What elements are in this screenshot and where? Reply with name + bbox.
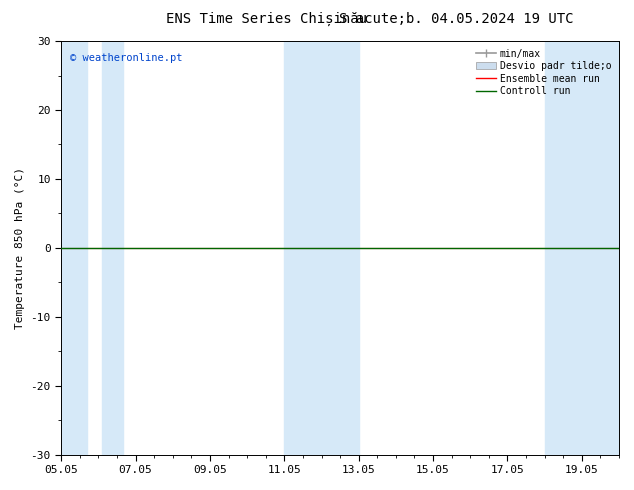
Bar: [284, 41, 359, 455]
Text: ENS Time Series Chișinău: ENS Time Series Chișinău: [165, 12, 367, 26]
Text: © weatheronline.pt: © weatheronline.pt: [70, 53, 182, 64]
Text: S acute;b. 04.05.2024 19 UTC: S acute;b. 04.05.2024 19 UTC: [339, 12, 574, 26]
Legend: min/max, Desvio padr tilde;o, Ensemble mean run, Controll run: min/max, Desvio padr tilde;o, Ensemble m…: [474, 46, 614, 99]
Bar: [61, 41, 87, 455]
Bar: [545, 41, 619, 455]
Y-axis label: Temperature 850 hPa (°C): Temperature 850 hPa (°C): [15, 167, 25, 329]
Bar: [102, 41, 122, 455]
